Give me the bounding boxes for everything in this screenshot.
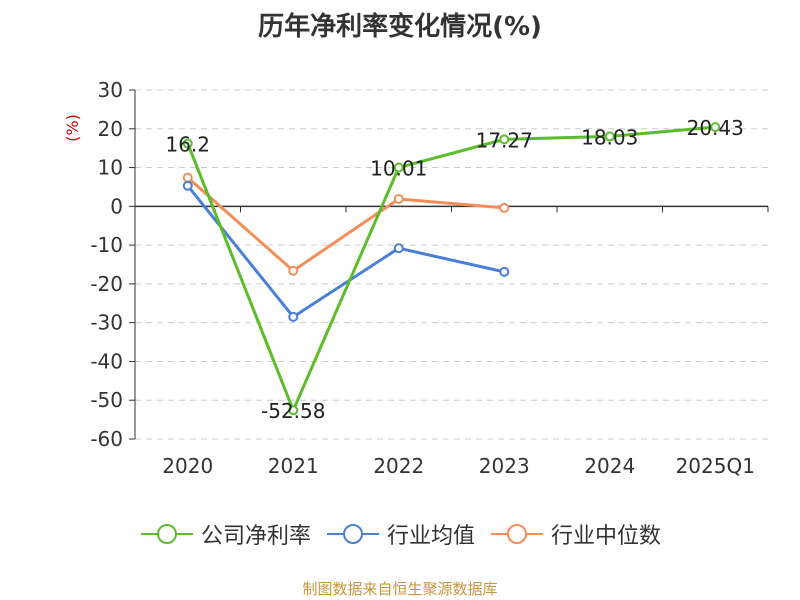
line-chart: 30 20 10 0 -10 -20 -30 -40 -50 -60 2020 2021 2022 202… bbox=[63, 78, 769, 478]
chart-title: 历年净利率变化情况(%) bbox=[258, 12, 542, 42]
y-tick-label: -20 bbox=[90, 272, 123, 296]
data-point bbox=[393, 162, 404, 173]
y-tick-label: -10 bbox=[90, 233, 123, 257]
series-line bbox=[186, 176, 505, 273]
data-point bbox=[710, 122, 721, 133]
y-tick-label: -50 bbox=[90, 388, 123, 412]
data-point bbox=[499, 202, 510, 213]
y-tick-label: 0 bbox=[110, 194, 123, 218]
legend-item[interactable]: 公司净利率 bbox=[139, 518, 311, 550]
legend: 公司净利率 行业均值 行业中位数 bbox=[0, 518, 800, 550]
data-point bbox=[182, 180, 193, 191]
legend-label: 行业中位数 bbox=[551, 524, 662, 549]
axes: 30 20 10 0 -10 -20 -30 -40 -50 -60 2020 2021 2022 202… bbox=[63, 78, 769, 478]
grid-lines bbox=[135, 89, 768, 440]
x-tick-label: 2025Q1 bbox=[676, 454, 755, 478]
data-point bbox=[604, 131, 615, 142]
x-tick-label: 2024 bbox=[584, 454, 635, 478]
legend-marker-icon bbox=[491, 524, 543, 544]
legend-label: 行业均值 bbox=[386, 524, 475, 549]
legend-item[interactable]: 行业均值 bbox=[325, 518, 475, 550]
x-tick-label: 2021 bbox=[268, 454, 319, 478]
series-line bbox=[186, 125, 716, 412]
data-point bbox=[499, 134, 510, 145]
y-tick-label: -40 bbox=[90, 349, 123, 373]
x-tick-label: 2022 bbox=[373, 454, 424, 478]
y-axis-label: (%) bbox=[63, 114, 82, 142]
x-tick-label: 2020 bbox=[162, 454, 213, 478]
data-label: 16.2 bbox=[165, 133, 210, 157]
series-lines bbox=[182, 122, 721, 416]
data-label: 18.03 bbox=[581, 125, 638, 149]
data-labels: 16.2 -52.58 10.01 17.27 18.03 20.43 bbox=[165, 116, 743, 423]
data-label: 20.43 bbox=[687, 116, 744, 140]
data-label: 10.01 bbox=[370, 157, 427, 181]
data-label: 17.27 bbox=[476, 128, 533, 152]
source-footer: 制图数据来自恒生聚源数据库 bbox=[302, 580, 498, 598]
x-tick-label: 2023 bbox=[479, 454, 530, 478]
data-point bbox=[182, 172, 193, 183]
y-tick-label: 20 bbox=[98, 117, 123, 141]
legend-item[interactable]: 行业中位数 bbox=[489, 518, 661, 550]
data-point bbox=[393, 193, 404, 204]
legend-label: 公司净利率 bbox=[200, 524, 311, 549]
data-point bbox=[499, 266, 510, 277]
data-point bbox=[288, 311, 299, 322]
data-point bbox=[288, 265, 299, 276]
data-point bbox=[182, 138, 193, 149]
legend-marker-icon bbox=[326, 524, 379, 544]
series-line bbox=[186, 184, 505, 319]
legend-marker-icon bbox=[140, 524, 193, 544]
y-tick-label: -60 bbox=[90, 427, 123, 451]
y-tick-label: 10 bbox=[98, 156, 123, 180]
data-label: -52.58 bbox=[261, 399, 325, 423]
data-point bbox=[393, 243, 404, 254]
data-point bbox=[288, 405, 299, 416]
y-tick-label: -30 bbox=[90, 311, 123, 335]
y-tick-label: 30 bbox=[98, 78, 123, 102]
